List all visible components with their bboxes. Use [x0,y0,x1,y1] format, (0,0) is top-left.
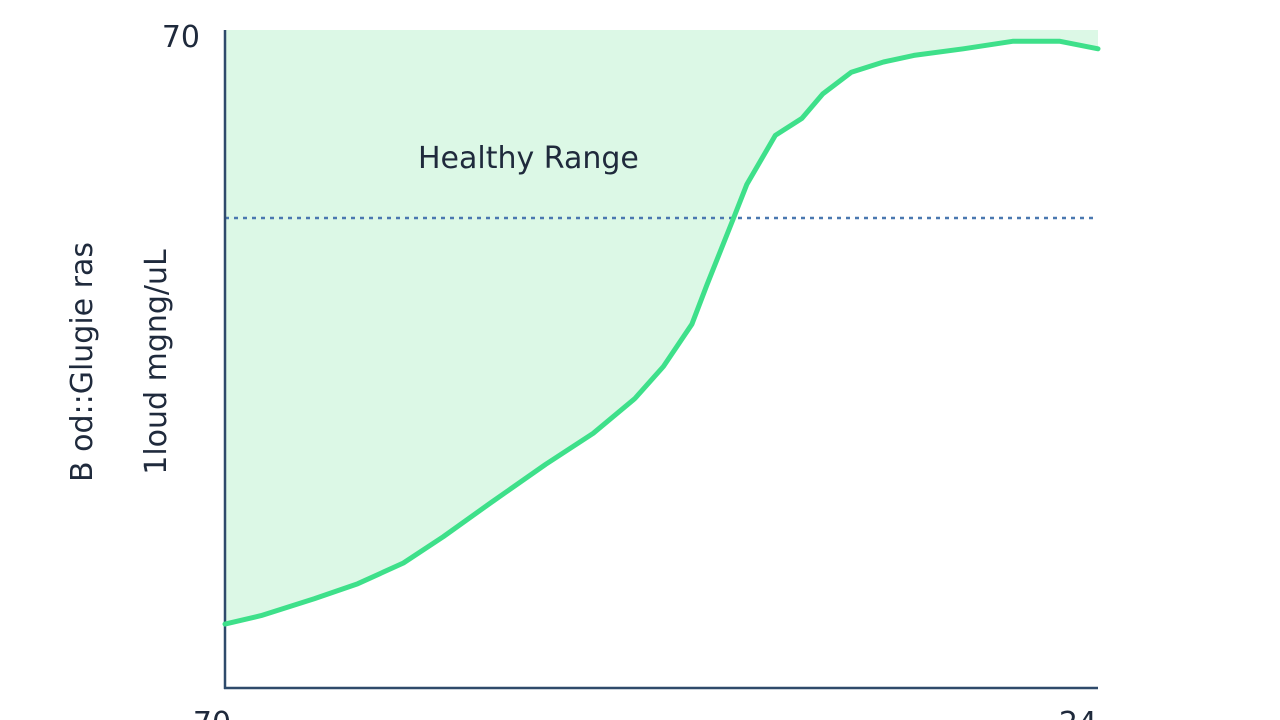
plot-area [222,30,1101,690]
y-tick-label-top: 70 [162,20,200,55]
glucose-series-line [222,38,1101,627]
y-axis-label-line-1: B od::Glugie ras [65,242,100,482]
x-tick-label-end: 24 [1059,706,1097,720]
healthy-range-fill [225,30,1098,625]
x-tick-label-start: 70 [193,706,231,720]
y-axis-label-line-2: 1loud mgng/uL [139,249,174,475]
healthy-range-label: Healthy Range [418,141,639,176]
